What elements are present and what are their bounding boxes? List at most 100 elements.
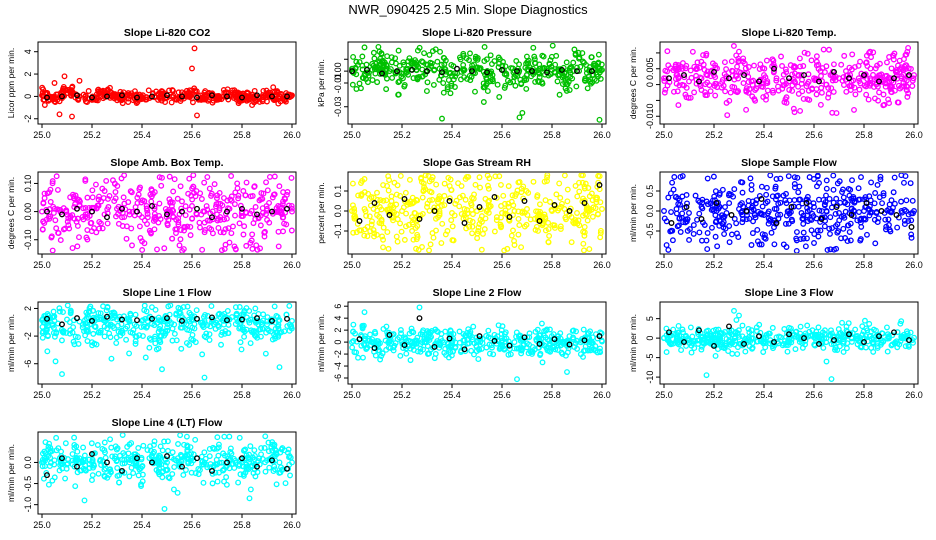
reference-point xyxy=(74,315,80,322)
x-tick-label: 25.8 xyxy=(543,260,561,270)
data-point xyxy=(175,89,182,96)
x-tick-label: 26.0 xyxy=(905,260,923,270)
data-point xyxy=(534,192,541,199)
data-point xyxy=(258,451,265,458)
data-point xyxy=(563,59,570,66)
data-point xyxy=(478,246,485,253)
data-point xyxy=(498,203,505,209)
panel-title: Slope Gas Stream RH xyxy=(423,157,531,169)
data-point xyxy=(393,211,400,218)
data-point xyxy=(223,463,230,470)
data-point xyxy=(530,178,537,185)
data-point xyxy=(406,55,413,62)
data-point xyxy=(894,329,901,336)
data-point xyxy=(730,43,737,49)
data-point xyxy=(838,235,845,242)
data-point xyxy=(107,436,114,443)
data-point xyxy=(762,200,769,206)
data-point xyxy=(127,188,134,195)
data-point xyxy=(761,72,767,79)
y-tick-label: 0 xyxy=(645,82,655,87)
reference-point xyxy=(59,455,65,462)
reference-point xyxy=(469,68,475,75)
data-point xyxy=(414,334,421,341)
data-point xyxy=(878,71,885,78)
y-axis-label: ml/min per min. xyxy=(6,314,16,372)
x-tick-label: 25.8 xyxy=(855,390,873,400)
data-point xyxy=(894,224,901,231)
reference-point xyxy=(741,341,747,347)
x-tick-label: 25.0 xyxy=(343,260,361,270)
data-point xyxy=(488,61,495,67)
data-point xyxy=(353,349,360,356)
outlier-point xyxy=(161,505,168,512)
data-point xyxy=(234,180,241,187)
data-point xyxy=(782,338,788,345)
data-point xyxy=(564,198,571,205)
data-point xyxy=(510,78,517,85)
y-tick-label: -0.03 xyxy=(333,96,343,117)
data-point xyxy=(151,226,158,233)
data-point xyxy=(364,223,371,230)
data-point xyxy=(201,93,208,100)
data-point xyxy=(676,197,683,204)
data-point xyxy=(361,342,368,349)
data-point xyxy=(480,99,487,105)
data-point xyxy=(139,214,145,221)
data-point xyxy=(449,72,455,79)
data-point xyxy=(800,96,807,102)
data-point xyxy=(206,337,213,343)
data-point xyxy=(226,316,233,323)
data-point xyxy=(67,307,74,314)
data-point xyxy=(458,183,465,189)
data-point xyxy=(898,198,905,205)
data-point xyxy=(438,72,444,79)
data-point xyxy=(806,328,813,335)
data-point xyxy=(103,307,110,314)
data-point xyxy=(165,447,171,454)
outlier-point xyxy=(59,371,65,378)
data-point xyxy=(41,102,48,108)
data-point xyxy=(783,69,790,76)
x-tick-label: 25.2 xyxy=(393,260,411,270)
data-point xyxy=(815,324,822,331)
data-point xyxy=(485,185,492,192)
data-point xyxy=(368,221,375,228)
data-point xyxy=(823,81,830,88)
data-point xyxy=(213,456,220,463)
data-point xyxy=(282,480,289,487)
data-point xyxy=(687,94,694,101)
data-point xyxy=(827,246,834,253)
data-point xyxy=(251,211,258,218)
data-point xyxy=(515,231,522,238)
data-point xyxy=(521,77,528,84)
series-points xyxy=(349,43,605,123)
data-point xyxy=(426,51,433,58)
data-point xyxy=(451,84,458,90)
data-point xyxy=(734,63,741,70)
data-point xyxy=(193,211,200,218)
data-point xyxy=(251,184,258,190)
data-point xyxy=(704,230,711,236)
data-point xyxy=(786,208,792,214)
data-point xyxy=(811,231,818,238)
data-point xyxy=(220,87,227,93)
data-point xyxy=(584,85,591,92)
outlier-point xyxy=(191,45,198,52)
data-point xyxy=(806,96,813,103)
data-point xyxy=(71,441,78,448)
data-point xyxy=(274,323,281,330)
data-point xyxy=(117,329,124,336)
data-point xyxy=(246,308,253,314)
outlier-point xyxy=(544,178,550,184)
data-point xyxy=(286,327,293,334)
data-point xyxy=(237,324,244,331)
data-point xyxy=(532,78,539,85)
data-point xyxy=(516,222,523,229)
data-point xyxy=(349,180,356,187)
data-point xyxy=(197,224,203,231)
data-point xyxy=(739,322,746,329)
y-axis-label: percent per min. xyxy=(316,182,326,243)
data-point xyxy=(466,340,472,347)
reference-point xyxy=(284,205,290,212)
